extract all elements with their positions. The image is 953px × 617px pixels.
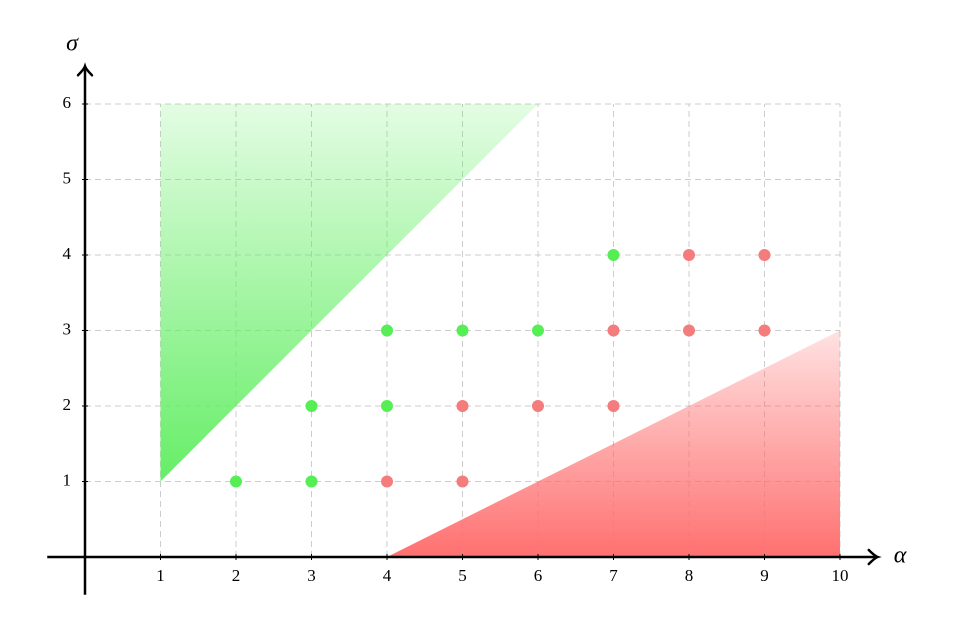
region xyxy=(387,330,840,557)
x-tick-label: 2 xyxy=(232,566,241,585)
x-tick-label: 7 xyxy=(609,566,618,585)
point xyxy=(683,249,695,261)
x-tick-label: 8 xyxy=(685,566,694,585)
point xyxy=(305,475,318,488)
y-tick-label: 4 xyxy=(63,244,72,263)
y-tick-label: 5 xyxy=(63,168,72,187)
x-tick-label: 6 xyxy=(534,566,543,585)
x-tick-label: 1 xyxy=(156,566,165,585)
point xyxy=(758,324,771,337)
y-tick-label: 2 xyxy=(63,395,72,414)
y-arrow xyxy=(76,62,94,77)
region xyxy=(160,104,538,482)
point xyxy=(456,400,469,412)
y-tick-label: 1 xyxy=(63,470,72,489)
point xyxy=(758,249,771,261)
x-tick-label: 3 xyxy=(307,566,316,585)
y-tick-label: 3 xyxy=(63,319,72,338)
point xyxy=(230,475,242,488)
y-tick-label: 6 xyxy=(63,93,72,112)
point xyxy=(532,400,544,412)
point xyxy=(381,475,393,488)
point xyxy=(607,324,620,337)
point xyxy=(305,400,318,412)
x-tick-label: 4 xyxy=(383,566,392,585)
x-tick-label: 10 xyxy=(832,566,849,585)
point xyxy=(607,249,620,261)
point xyxy=(456,475,469,488)
x-tick-label: 9 xyxy=(760,566,769,585)
point xyxy=(683,324,695,337)
point xyxy=(381,324,393,337)
point xyxy=(456,324,469,337)
x-tick-label: 5 xyxy=(458,566,467,585)
x-axis-label: α xyxy=(894,543,907,569)
y-axis-label: σ xyxy=(66,31,79,57)
point xyxy=(381,400,393,412)
point xyxy=(532,324,544,337)
x-arrow xyxy=(867,548,882,566)
point xyxy=(607,400,620,412)
